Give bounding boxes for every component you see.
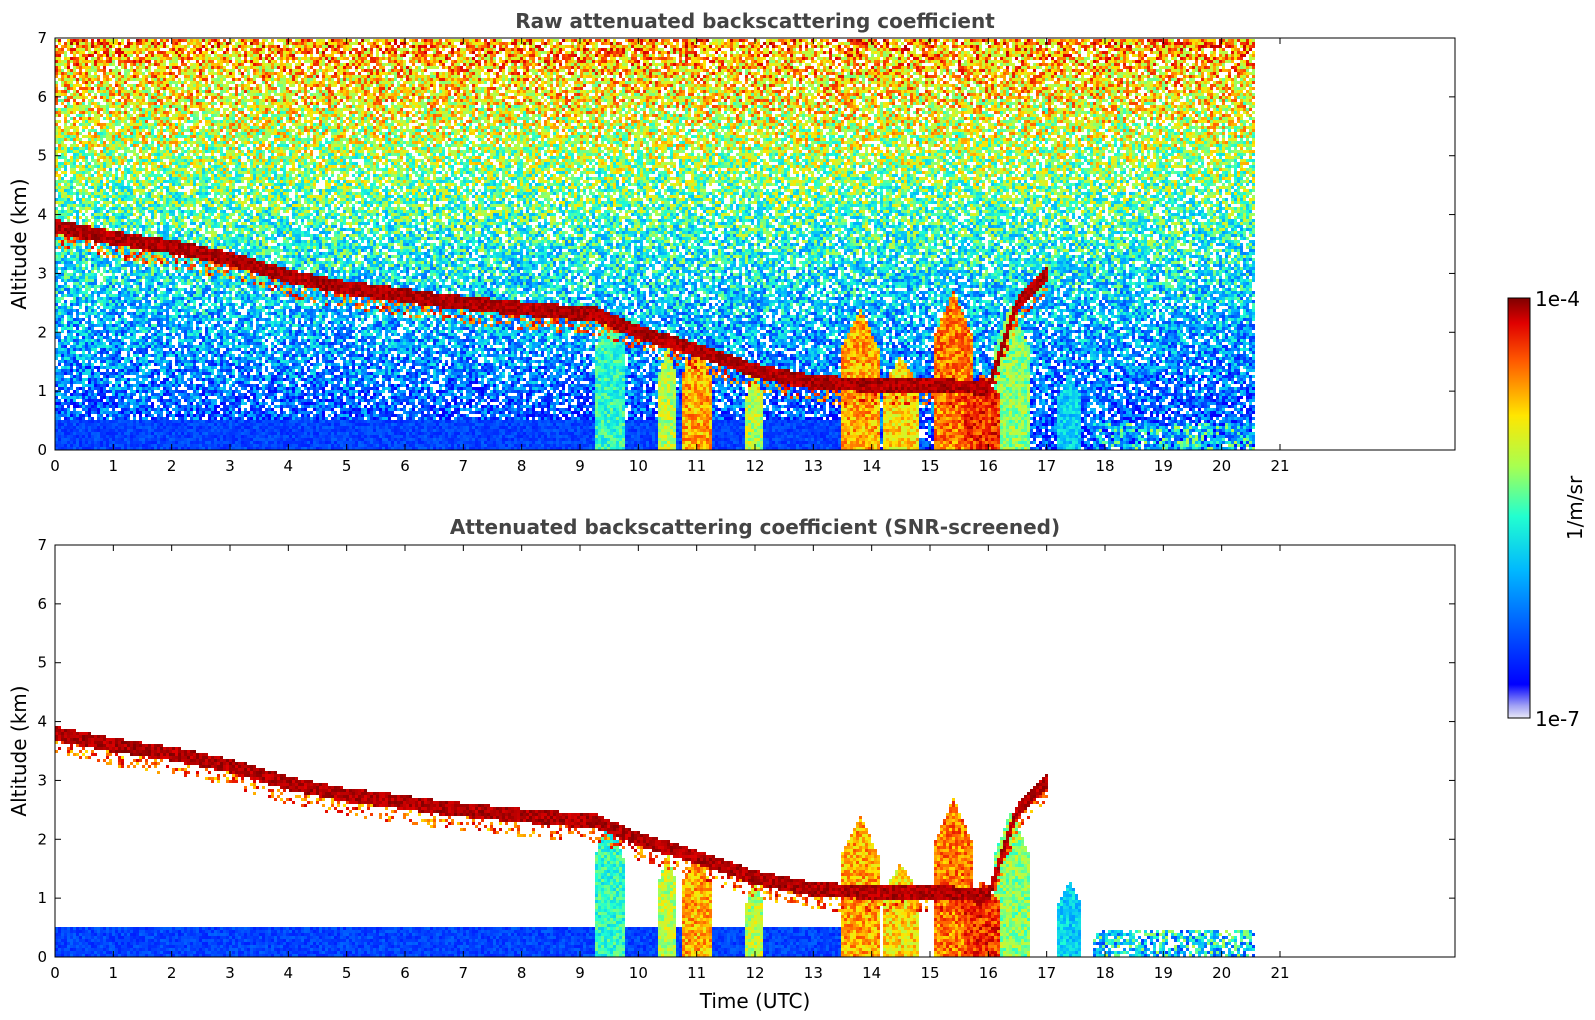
x-tick-label: 0 [50,457,60,475]
x-tick-label: 2 [167,457,177,475]
x-tick-label: 1 [109,964,119,982]
y-tick-label: 6 [37,595,47,613]
x-tick-label: 20 [1212,457,1231,475]
y-tick-label: 1 [37,382,47,400]
x-tick-label: 1 [109,457,119,475]
panel-screened: Attenuated backscattering coefficient (S… [7,515,1455,1013]
y-tick-label: 7 [37,536,47,554]
y-tick-label: 5 [37,147,47,165]
x-tick-label: 12 [745,457,764,475]
panel-screened-xlabel: Time (UTC) [699,989,811,1013]
x-tick-label: 7 [459,964,469,982]
x-tick-label: 2 [167,964,177,982]
x-tick-label: 10 [629,457,648,475]
x-tick-label: 15 [920,457,939,475]
x-tick-label: 20 [1212,964,1231,982]
x-tick-label: 17 [1037,964,1056,982]
y-tick-label: 1 [37,889,47,907]
colorbar-unit-label: 1/m/sr [1563,475,1587,540]
x-tick-label: 11 [687,457,706,475]
colorbar-gradient [1508,298,1530,718]
x-tick-label: 18 [1095,457,1114,475]
x-tick-label: 14 [862,457,881,475]
x-tick-label: 9 [575,964,585,982]
panel-raw-title: Raw attenuated backscattering coefficien… [515,9,995,33]
x-tick-label: 9 [575,457,585,475]
panel-screened-heatmap [55,726,1255,957]
x-tick-label: 3 [225,964,235,982]
x-tick-label: 21 [1270,964,1289,982]
x-tick-label: 0 [50,964,60,982]
panel-screened-title: Attenuated backscattering coefficient (S… [450,515,1060,539]
x-tick-label: 16 [979,457,998,475]
x-tick-label: 7 [459,457,469,475]
x-tick-label: 13 [804,964,823,982]
figure: Raw attenuated backscattering coefficien… [0,0,1595,1020]
y-tick-label: 5 [37,654,47,672]
x-tick-label: 6 [400,457,410,475]
x-tick-label: 19 [1154,964,1173,982]
x-tick-label: 17 [1037,457,1056,475]
colorbar: 1e-4 1e-7 1/m/sr [1508,287,1587,731]
colorbar-max-label: 1e-4 [1535,287,1580,311]
x-tick-label: 5 [342,964,352,982]
y-tick-label: 2 [37,323,47,341]
x-tick-label: 13 [804,457,823,475]
x-tick-label: 10 [629,964,648,982]
y-tick-label: 3 [37,771,47,789]
colorbar-min-label: 1e-7 [1535,707,1580,731]
y-tick-label: 4 [37,713,47,731]
x-tick-label: 3 [225,457,235,475]
panel-screened-ylabel: Altitude (km) [7,685,31,816]
x-tick-label: 15 [920,964,939,982]
x-tick-label: 5 [342,457,352,475]
x-tick-label: 19 [1154,457,1173,475]
y-tick-label: 4 [37,206,47,224]
x-tick-label: 4 [284,457,294,475]
x-tick-label: 4 [284,964,294,982]
x-tick-label: 8 [517,457,527,475]
x-tick-label: 11 [687,964,706,982]
panel-raw: Raw attenuated backscattering coefficien… [7,9,1455,475]
x-tick-label: 16 [979,964,998,982]
x-tick-label: 14 [862,964,881,982]
y-tick-label: 6 [37,88,47,106]
y-tick-label: 0 [37,441,47,459]
y-tick-label: 0 [37,948,47,966]
y-tick-label: 7 [37,29,47,47]
panel-raw-heatmap [55,39,1255,450]
x-tick-label: 8 [517,964,527,982]
panel-raw-ylabel: Altitude (km) [7,178,31,309]
x-tick-label: 12 [745,964,764,982]
x-tick-label: 18 [1095,964,1114,982]
y-tick-label: 3 [37,264,47,282]
x-tick-label: 21 [1270,457,1289,475]
y-tick-label: 2 [37,830,47,848]
x-tick-label: 6 [400,964,410,982]
